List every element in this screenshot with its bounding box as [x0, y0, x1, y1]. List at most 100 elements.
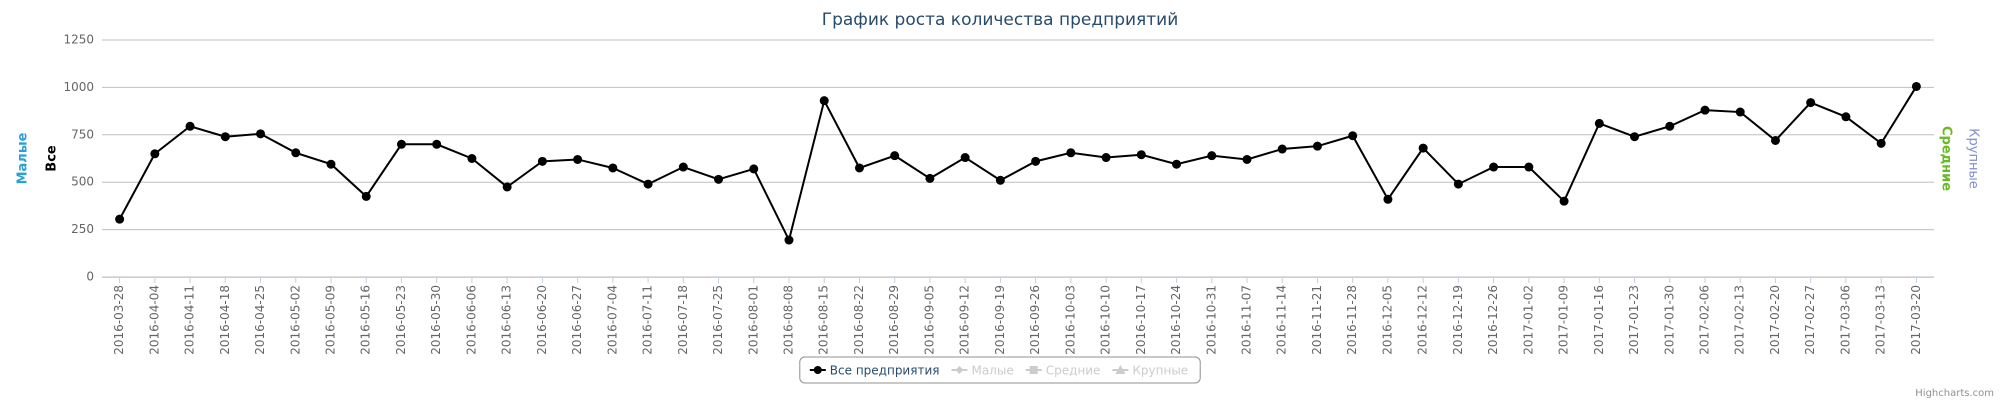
data-point	[467, 154, 477, 163]
data-point	[537, 156, 547, 166]
legend-item[interactable]: Крупные	[1112, 364, 1188, 378]
data-point	[1841, 112, 1851, 122]
data-point	[1172, 159, 1182, 169]
x-tick-label: 2016-08-22	[852, 285, 866, 355]
x-tick-label: 2016-03-28	[112, 285, 126, 355]
legend-label[interactable]: Крупные	[1132, 364, 1188, 378]
data-point	[1277, 144, 1287, 154]
y-tick-label: 250	[71, 222, 94, 236]
data-point	[1136, 150, 1146, 160]
x-tick-label: 2016-04-18	[218, 285, 232, 355]
x-tick-label: 2016-06-27	[570, 285, 584, 355]
data-point	[1770, 135, 1780, 145]
data-point	[1418, 143, 1428, 153]
legend-label[interactable]: Средние	[1046, 364, 1101, 378]
data-point	[150, 149, 160, 159]
x-tick-label: 2016-09-19	[993, 285, 1007, 355]
x-tick-label: 2016-04-25	[253, 285, 267, 355]
x-tick-label: 2017-03-20	[1909, 285, 1923, 355]
data-point	[185, 121, 195, 131]
axis-title: Средние	[1939, 126, 1954, 191]
data-point	[1312, 141, 1322, 151]
data-point	[819, 96, 829, 106]
data-point	[1630, 132, 1640, 142]
data-point	[749, 164, 759, 174]
legend-label[interactable]: Малые	[971, 364, 1013, 378]
x-tick-label: 2016-09-05	[922, 285, 936, 355]
data-point	[1031, 156, 1041, 166]
data-point	[573, 154, 583, 164]
data-point	[326, 159, 336, 169]
data-point	[502, 182, 512, 192]
x-tick-label: 2016-12-12	[1416, 285, 1430, 355]
x-tick-label: 2016-10-31	[1204, 285, 1218, 355]
x-tick-label: 2017-02-20	[1768, 285, 1782, 355]
x-tick-label: 2016-09-26	[1028, 285, 1042, 355]
x-tick-label: 2017-02-13	[1733, 285, 1747, 355]
data-point	[890, 151, 900, 161]
data-point	[1242, 154, 1252, 164]
x-tick-label: 2016-06-13	[500, 285, 514, 355]
x-tick-label: 2016-04-04	[147, 285, 161, 355]
data-point	[995, 175, 1005, 185]
legend-item[interactable]: Все предприятия	[809, 364, 940, 378]
data-point	[1489, 162, 1499, 172]
data-point	[960, 153, 970, 163]
x-tick-label: 2016-06-06	[464, 285, 478, 355]
x-tick-label: 2016-05-30	[429, 285, 443, 355]
y-tick-label: 0	[86, 270, 94, 284]
data-point	[1700, 105, 1710, 115]
data-point	[1453, 179, 1463, 189]
x-tick-label: 2016-08-15	[817, 285, 831, 355]
legend-label[interactable]: Все предприятия	[830, 364, 940, 378]
data-point	[608, 163, 618, 173]
x-tick-label: 2016-11-07	[1240, 285, 1254, 355]
legend-marker	[1115, 365, 1126, 374]
data-point	[678, 162, 688, 172]
x-tick-label: 2016-07-04	[605, 285, 619, 355]
y-tick-label: 1000	[63, 80, 94, 94]
data-point	[432, 139, 442, 149]
x-tick-label: 2017-03-06	[1838, 285, 1852, 355]
y-tick-label: 1250	[63, 33, 94, 47]
x-tick-label: 2016-06-20	[535, 285, 549, 355]
data-point	[220, 132, 230, 142]
data-point	[1735, 107, 1745, 117]
data-point	[1524, 162, 1534, 172]
legend-marker	[1029, 366, 1038, 374]
x-tick-label: 2016-12-19	[1451, 285, 1465, 355]
legend-box	[799, 356, 1201, 384]
x-tick-label: 2016-11-14	[1275, 285, 1289, 355]
x-tick-label: 2016-08-08	[782, 285, 796, 355]
data-point	[1876, 138, 1886, 148]
data-point	[396, 139, 406, 149]
x-tick-label: 2016-12-26	[1486, 285, 1500, 355]
legend: Все предприятия Малые Средние Крупные	[799, 356, 1201, 384]
x-tick-label: 2016-10-03	[1063, 285, 1077, 355]
legend-item[interactable]: Средние	[1025, 364, 1101, 378]
x-tick-label: 2016-07-18	[676, 285, 690, 355]
legend-item[interactable]: Малые	[951, 364, 1014, 378]
x-tick-label: 2016-05-09	[324, 285, 338, 355]
legend-marker	[813, 366, 822, 374]
chart-title: График роста количества предприятий	[822, 10, 1179, 30]
x-tick-label: 2016-05-02	[288, 285, 302, 355]
data-point	[115, 214, 125, 224]
series-line	[118, 85, 1918, 243]
x-tick-label: 2017-01-23	[1627, 285, 1641, 355]
data-point	[1207, 151, 1217, 161]
x-tick-label: 2016-10-17	[1134, 285, 1148, 355]
x-tick-label: 2017-01-02	[1521, 285, 1535, 355]
x-tick-label: 2016-08-29	[887, 285, 901, 355]
data-point	[1101, 153, 1111, 163]
credits[interactable]: Highcharts.com	[1915, 388, 1994, 399]
axis-title: Крупные	[1966, 128, 1981, 188]
data-point	[784, 235, 794, 245]
data-point	[1594, 118, 1604, 128]
x-tick-label: 2016-10-10	[1099, 285, 1113, 355]
data-point	[925, 173, 935, 183]
data-point	[643, 179, 653, 189]
x-tick-label: 2017-01-16	[1592, 285, 1606, 355]
axis-title: Малые	[16, 132, 31, 184]
